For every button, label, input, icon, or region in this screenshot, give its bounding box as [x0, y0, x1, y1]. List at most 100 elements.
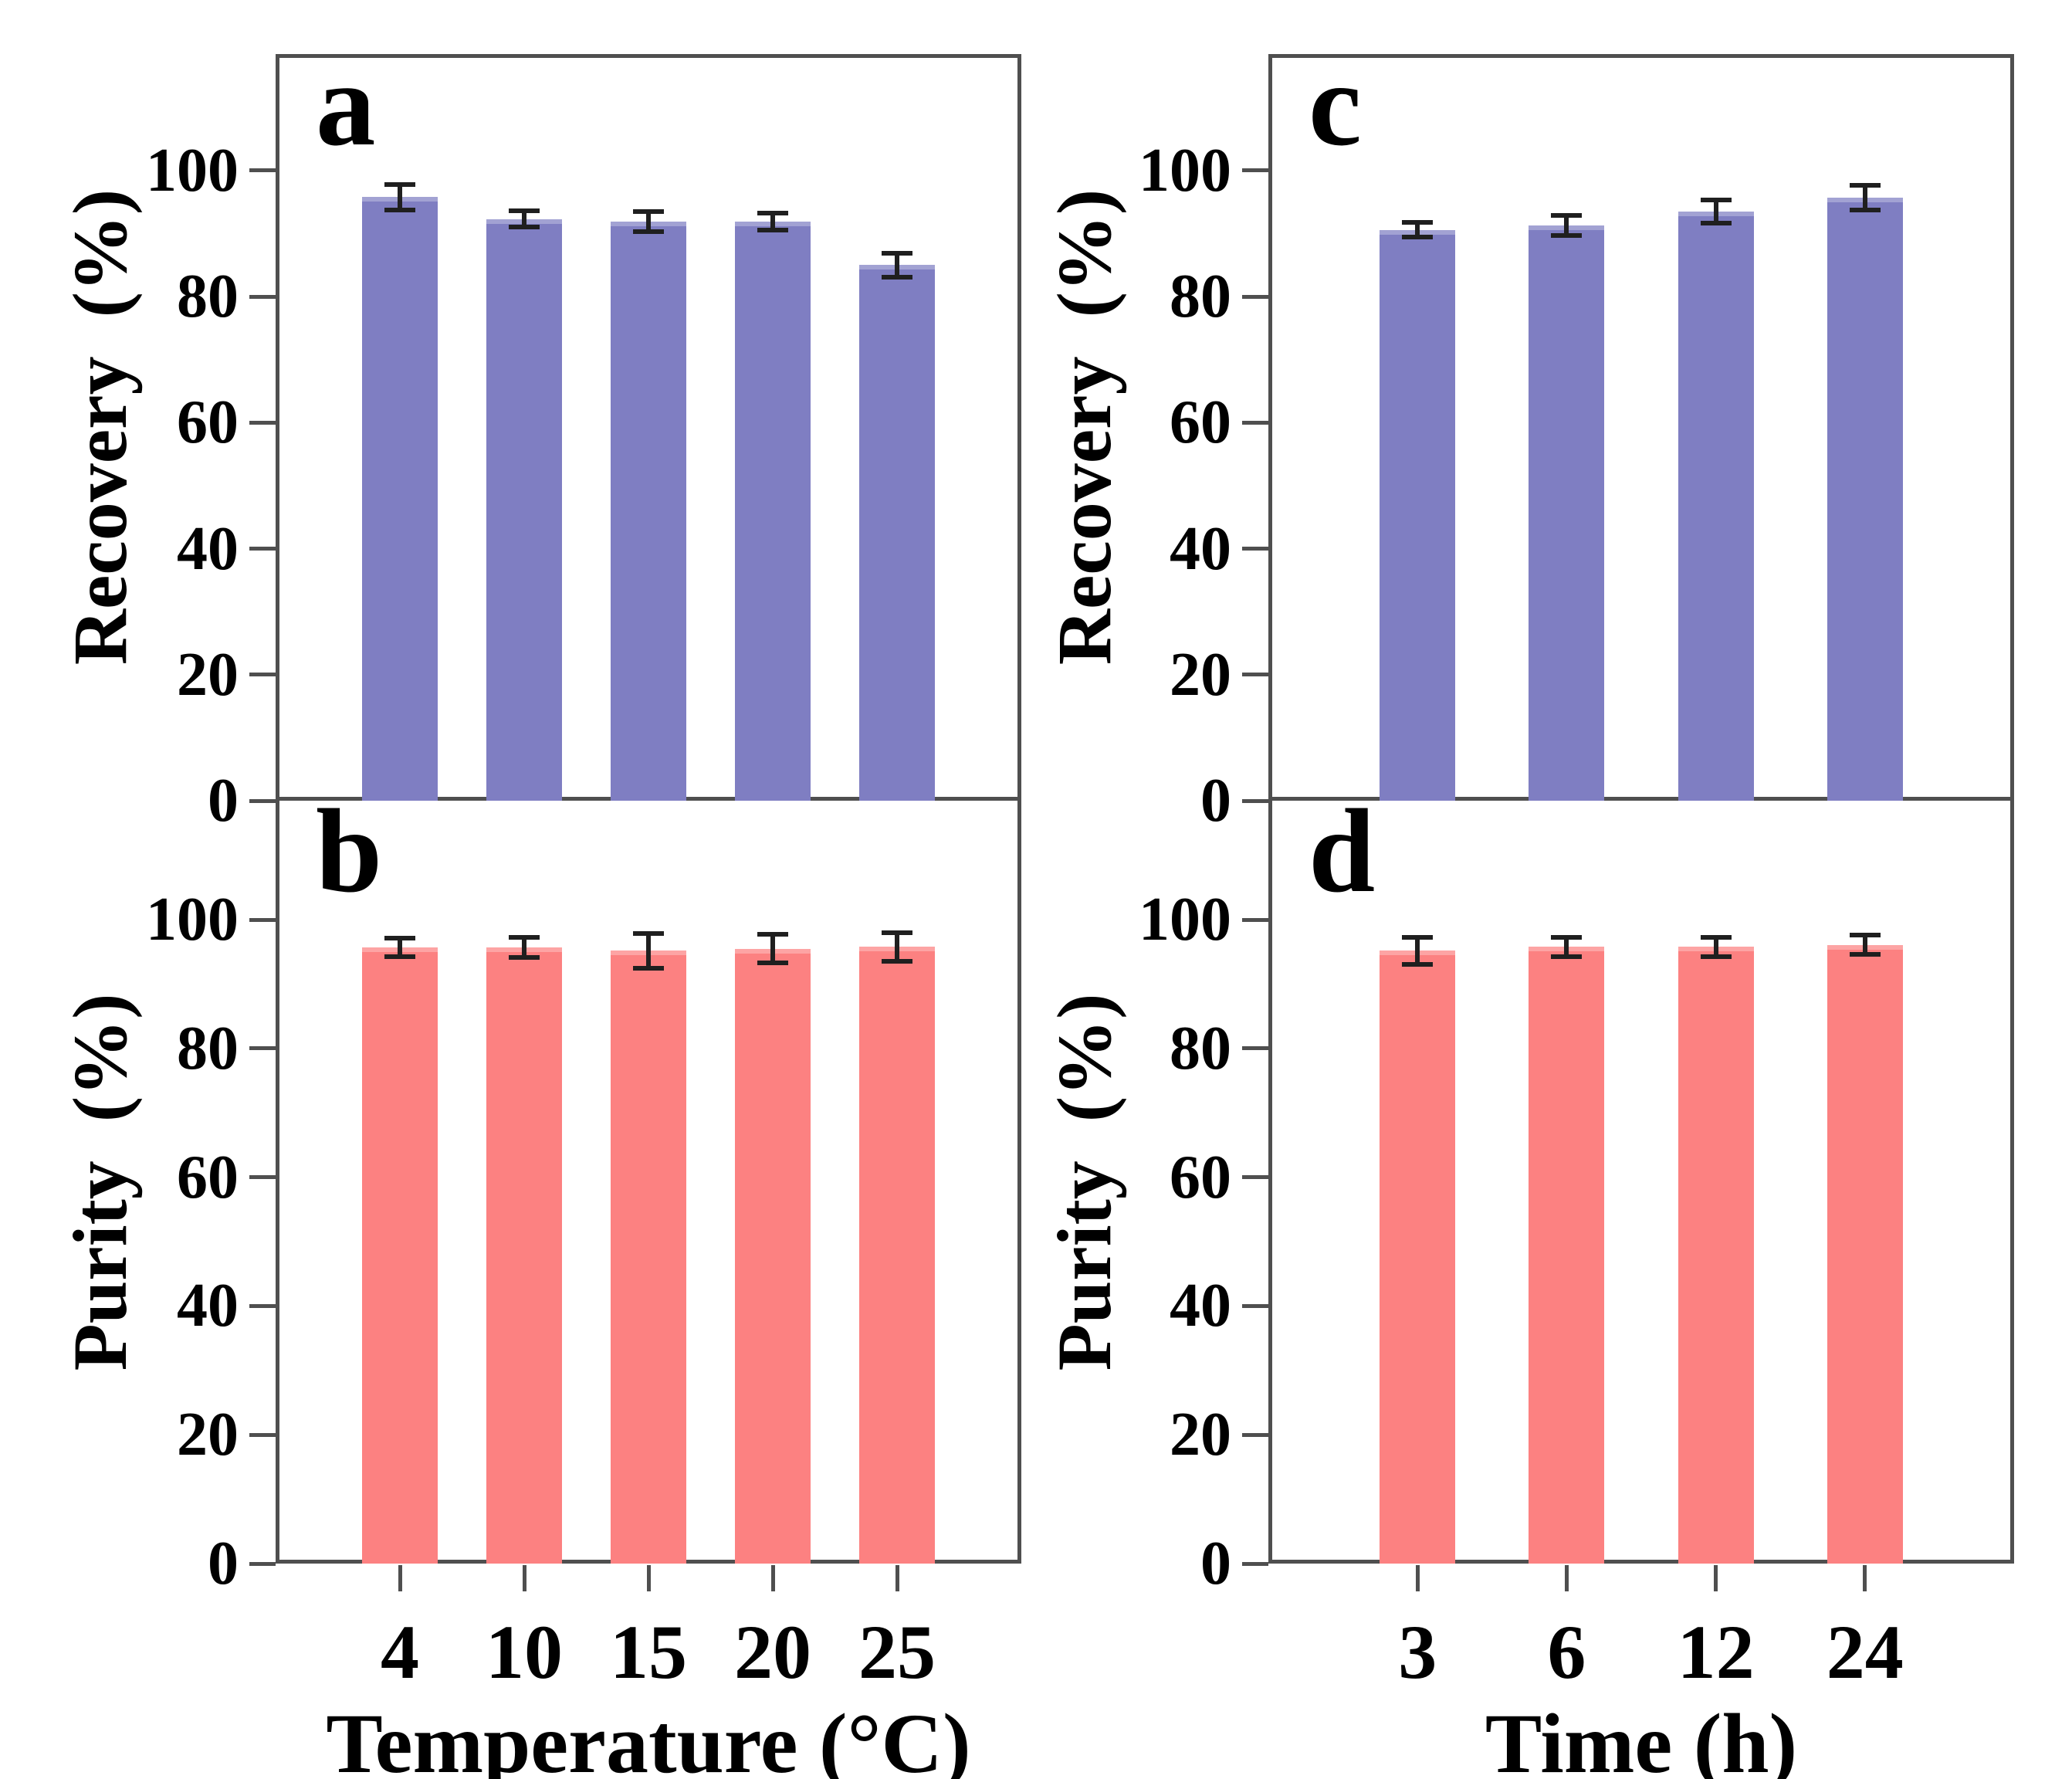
error-bar-cap-bottom [882, 958, 912, 964]
error-bar-cap-top [509, 934, 540, 940]
error-bar-cap-top [882, 930, 912, 935]
bar [735, 948, 811, 1564]
y-tick-label: 80 [177, 1014, 239, 1083]
y-tick-label: 60 [177, 388, 239, 457]
y-tick-label: 0 [1200, 767, 1231, 835]
error-bar-line [1713, 937, 1718, 957]
error-bar-line [646, 933, 651, 968]
error-bar-line [1564, 937, 1569, 957]
x-tick [522, 1565, 526, 1591]
error-bar-line [1564, 215, 1569, 236]
error-bar-cap-bottom [1849, 208, 1881, 213]
panel-label-b: b [316, 784, 383, 917]
y-tick [249, 294, 276, 299]
bar [1827, 944, 1903, 1564]
error-bar-cap-bottom [1402, 235, 1434, 240]
bar [1529, 947, 1605, 1564]
error-bar-cap-bottom [1551, 954, 1583, 959]
error-bar-line [1415, 937, 1420, 964]
y-tick-label: 20 [177, 640, 239, 709]
error-bar-cap-bottom [1700, 220, 1732, 225]
y-tick-label: 0 [208, 767, 239, 835]
x-tick-label: 24 [1826, 1609, 1904, 1695]
error-bar-line [895, 932, 899, 961]
error-bar-line [1415, 222, 1420, 238]
x-tick [895, 1565, 899, 1591]
y-tick [1242, 1432, 1268, 1437]
plot-frame-c [1268, 54, 2014, 801]
y-tick-label: 80 [1170, 1014, 1231, 1083]
bar [486, 947, 562, 1564]
error-bar-cap-top [384, 936, 415, 941]
x-tick [398, 1565, 402, 1591]
bar [611, 950, 686, 1564]
bar [859, 947, 935, 1564]
bar [362, 197, 438, 801]
y-tick-label: 20 [1170, 1401, 1231, 1469]
error-bar-cap-bottom [757, 961, 788, 966]
error-bar-cap-top [757, 210, 788, 215]
error-bar-cap-top [1849, 933, 1881, 938]
error-bar-cap-top [757, 932, 788, 937]
y-tick [249, 1175, 276, 1180]
x-axis-title-time: Time (h) [1485, 1696, 1798, 1779]
y-tick [1242, 1303, 1268, 1308]
y-tick [249, 798, 276, 803]
error-bar-cap-top [384, 181, 415, 187]
y-tick-label: 40 [177, 1272, 239, 1340]
error-bar-cap-bottom [633, 229, 664, 235]
error-bar-line [398, 184, 402, 210]
error-bar-cap-top [882, 250, 912, 256]
error-bar-cap-bottom [384, 207, 415, 212]
bar [1827, 198, 1903, 801]
bar [1380, 950, 1456, 1564]
error-bar-cap-top [633, 930, 664, 936]
error-bar-line [1862, 185, 1867, 211]
error-bar-cap-top [633, 209, 664, 214]
y-tick [1242, 294, 1268, 299]
x-tick-label: 20 [734, 1609, 811, 1695]
x-tick-label: 12 [1677, 1609, 1755, 1695]
x-tick-label: 25 [858, 1609, 936, 1695]
error-bar-cap-top [1700, 198, 1732, 203]
bar [611, 222, 686, 801]
bar [1380, 229, 1456, 801]
y-tick [249, 1303, 276, 1308]
error-bar-line [1862, 935, 1867, 955]
y-tick [249, 168, 276, 173]
error-bar-cap-bottom [1402, 961, 1434, 967]
bar [486, 219, 562, 801]
x-tick [1415, 1565, 1420, 1591]
error-bar-cap-bottom [1551, 233, 1583, 239]
y-tick-label: 100 [1139, 136, 1231, 205]
error-bar-cap-bottom [1700, 954, 1732, 959]
error-bar-cap-bottom [384, 954, 415, 959]
x-tick [770, 1565, 775, 1591]
error-bar-cap-top [509, 208, 540, 214]
y-tick-label: 40 [177, 514, 239, 583]
y-tick [1242, 547, 1268, 551]
y-tick [1242, 420, 1268, 425]
error-bar-cap-bottom [882, 274, 912, 280]
panel-label-a: a [316, 38, 376, 171]
y-tick-label: 100 [146, 136, 239, 205]
x-tick-label: 15 [610, 1609, 687, 1695]
y-tick [249, 1046, 276, 1051]
y-tick [249, 547, 276, 551]
error-bar-cap-bottom [1849, 952, 1881, 957]
error-bar-cap-top [1700, 934, 1732, 940]
panel-label-c: c [1309, 38, 1362, 171]
y-tick-label: 0 [1200, 1530, 1231, 1598]
y-tick-label: 60 [1170, 1143, 1231, 1211]
y-tick-label: 80 [1170, 263, 1231, 331]
error-bar-cap-top [1402, 219, 1434, 225]
y-tick [249, 917, 276, 922]
bar [859, 265, 935, 801]
bar [735, 222, 811, 801]
y-tick [1242, 168, 1268, 173]
y-tick [1242, 673, 1268, 677]
y-tick-label: 60 [177, 1143, 239, 1211]
error-bar-line [770, 212, 775, 231]
error-bar-cap-top [1402, 934, 1434, 940]
